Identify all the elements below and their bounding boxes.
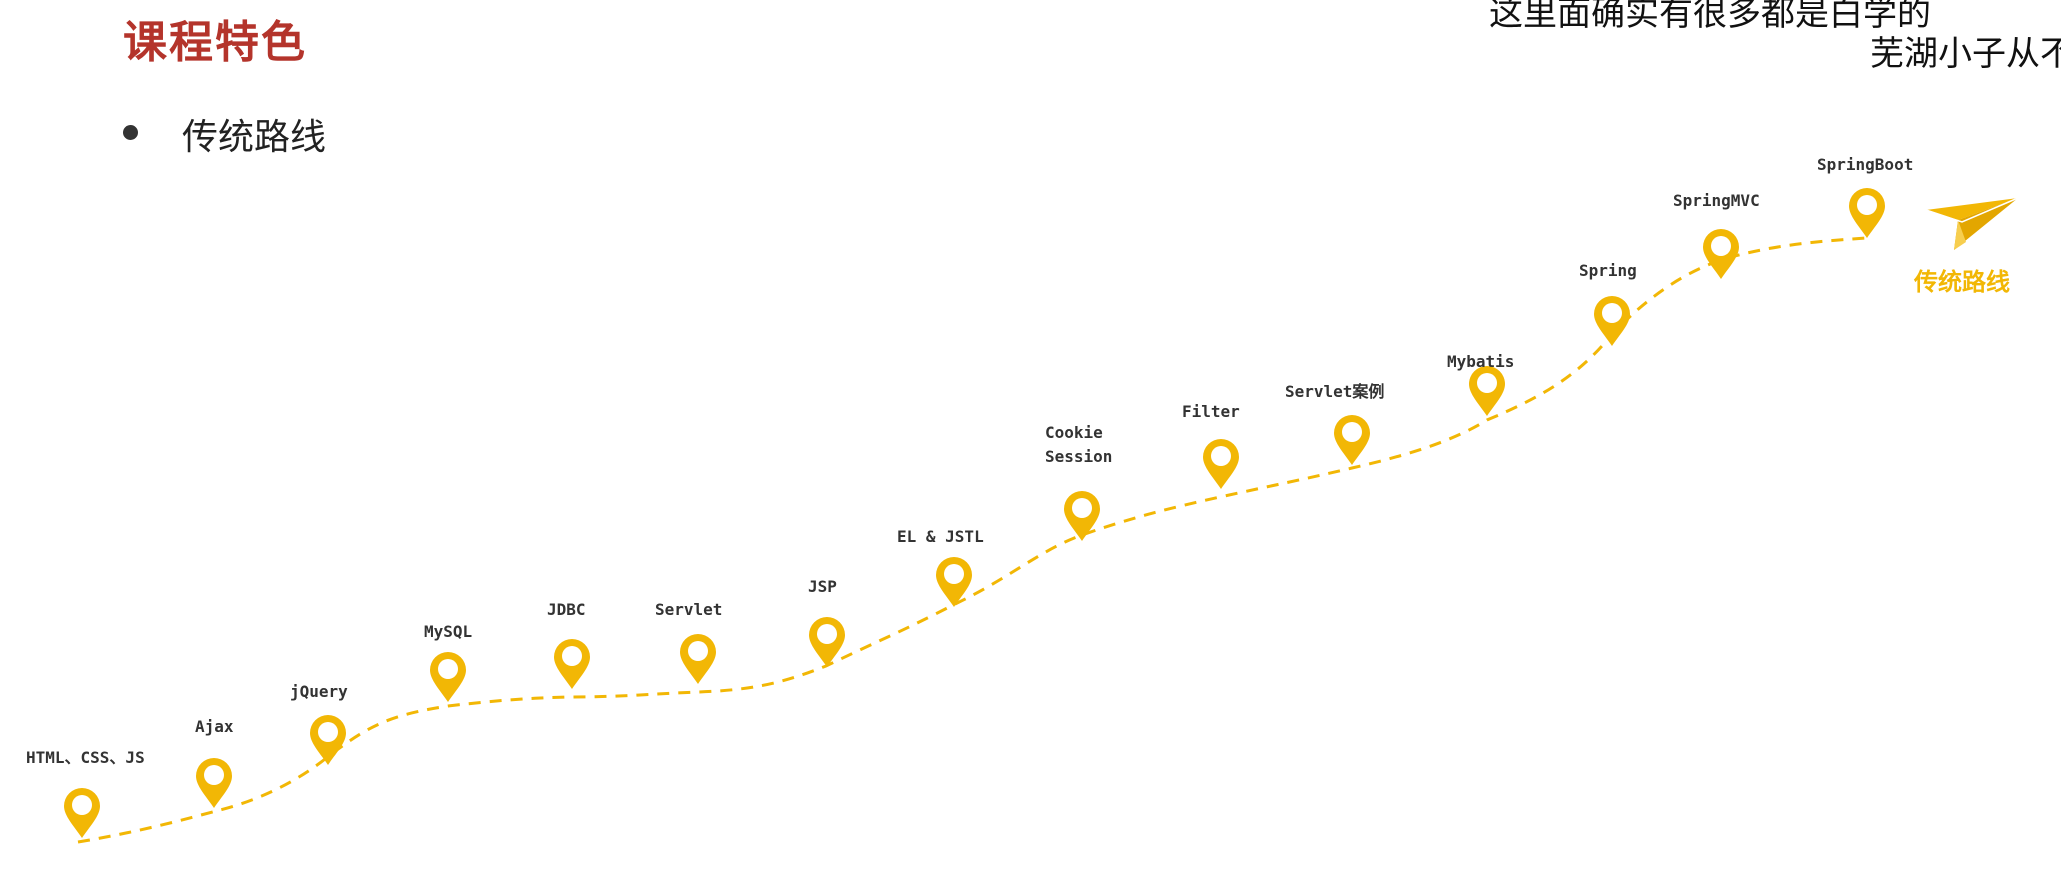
map-pin-icon bbox=[1594, 296, 1630, 346]
milestone-label: jQuery bbox=[290, 682, 348, 701]
milestone-label: Session bbox=[1045, 447, 1112, 466]
map-pin-icon bbox=[1064, 491, 1100, 541]
map-pin-icon bbox=[1469, 366, 1505, 416]
bullet-text: 传统路线 bbox=[182, 117, 327, 158]
milestone-label: HTML、CSS、JS bbox=[26, 748, 145, 767]
map-pin-icon bbox=[936, 557, 972, 607]
milestone-label: Spring bbox=[1579, 261, 1637, 280]
subtitle-line-2: 芜湖小子从不 bbox=[1870, 34, 2061, 74]
map-pin-icon bbox=[1203, 439, 1239, 489]
map-pin-icon bbox=[196, 758, 232, 808]
milestone-label: Mybatis bbox=[1447, 352, 1514, 371]
map-pin-icon bbox=[1334, 415, 1370, 465]
milestone-labels: HTML、CSS、JS Ajax jQuery MySQL JDBC Servlet JSP… bbox=[26, 155, 1913, 767]
subtitle-line-1: 这里面确实有很多都是白学的 bbox=[1489, 0, 1931, 34]
end-label: 传统路线 bbox=[1913, 268, 2010, 296]
map-pin-icon bbox=[1703, 229, 1739, 279]
milestone-label: JSP bbox=[808, 577, 837, 596]
milestone-label: JDBC bbox=[547, 600, 586, 619]
roadmap-route bbox=[77, 236, 1868, 844]
map-pin-icon bbox=[809, 617, 845, 667]
milestone-label: SpringMVC bbox=[1673, 191, 1760, 210]
paper-plane-icon bbox=[1925, 197, 2019, 250]
map-pin-icon bbox=[310, 715, 346, 765]
milestone-label: Ajax bbox=[195, 717, 234, 736]
bullet-dot bbox=[123, 125, 138, 140]
milestone-label: Filter bbox=[1182, 402, 1240, 421]
map-pin-icon bbox=[64, 788, 100, 838]
milestone-label: Cookie bbox=[1045, 423, 1103, 442]
map-pin-icon bbox=[680, 634, 716, 684]
map-pin-icon bbox=[1849, 188, 1885, 238]
milestone-label: Servlet bbox=[655, 600, 722, 619]
map-pin-icon bbox=[430, 652, 466, 702]
milestone-label: MySQL bbox=[424, 622, 472, 641]
map-pin-icon bbox=[554, 639, 590, 689]
milestone-label: SpringBoot bbox=[1817, 155, 1913, 174]
milestone-pins bbox=[64, 188, 1885, 838]
milestone-label: Servlet案例 bbox=[1285, 382, 1384, 401]
slide-title: 课程特色 bbox=[123, 17, 307, 68]
milestone-label: EL & JSTL bbox=[897, 527, 984, 546]
